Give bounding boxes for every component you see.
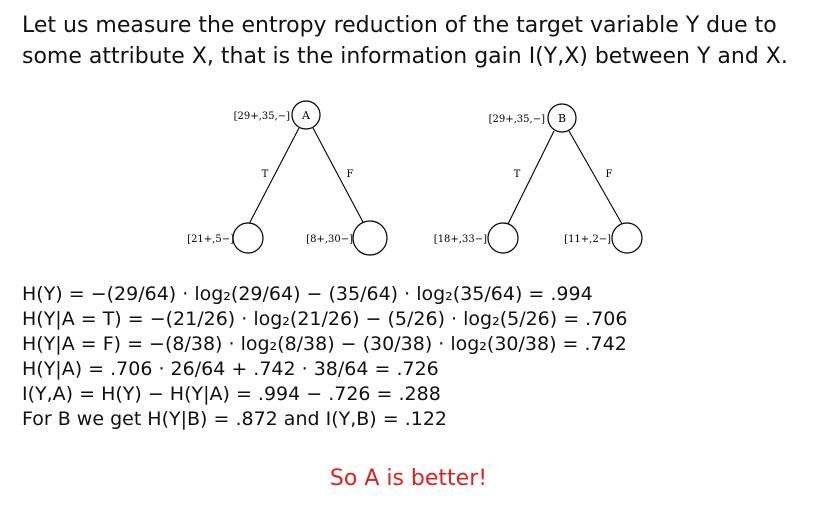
equation-h-y-given-a-true: H(Y|A = T) = −(21/26) · log₂(21/26) − (5… [22,308,628,330]
intro-paragraph: Let us measure the entropy reduction of … [22,10,802,72]
tree-b-right-counts: [11+,2−] [564,234,611,245]
tree-a-root-label: A [301,109,311,122]
tree-a-root-counts: [29+,35,−] [234,111,290,122]
equation-h-y-given-a: H(Y|A) = .706 · 26/64 + .742 · 38/64 = .… [22,358,439,380]
tree-a-branch-f: F [347,169,354,180]
tree-a-edge-right [312,127,365,225]
tree-a-right-counts: [8+,30−] [306,234,353,245]
tree-a-left-leaf [232,222,264,254]
tree-b-root-counts: [29+,35,−] [489,114,545,125]
equation-h-y: H(Y) = −(29/64) · log₂(29/64) − (35/64) … [22,283,593,305]
tree-b-branch-t: T [514,169,521,180]
tree-a-right-leaf [352,220,388,256]
tree-b-edge-left [507,130,555,225]
tree-b-right-leaf [611,222,643,254]
equation-b-result: For B we get H(Y|B) = .872 and I(Y,B) = … [22,408,448,430]
intro-line-2: some attribute X, that is the informatio… [22,44,788,69]
conclusion-text: So A is better! [329,466,488,491]
equation-h-y-given-a-false: H(Y|A = F) = −(8/38) · log₂(8/38) − (30/… [22,333,627,355]
intro-line-1: Let us measure the entropy reduction of … [22,13,777,38]
tree-b-edge-right [568,130,623,225]
tree-a-branch-t: T [262,169,269,180]
tree-b-branch-f: F [606,169,613,180]
decision-trees-figure: A [29+,35,−] T F [21+,5−] [8+,30−] B [29… [187,100,643,256]
tree-a: A [29+,35,−] T F [21+,5−] [8+,30−] [187,100,388,256]
tree-a-left-counts: [21+,5−] [187,234,234,245]
equation-info-gain-a: I(Y,A) = H(Y) − H(Y|A) = .994 − .726 = .… [22,383,441,405]
tree-a-root-node [291,100,321,130]
tree-b-left-counts: [18+,33−] [434,234,487,245]
tree-b-root-label: B [558,112,566,125]
entropy-equations: H(Y) = −(29/64) · log₂(29/64) − (35/64) … [22,282,802,432]
tree-b-left-leaf [487,222,519,254]
tree-b: B [29+,35,−] T F [18+,33−] [11+,2−] [434,103,643,254]
tree-b-root-node [547,103,577,133]
tree-a-edge-left [248,127,300,225]
